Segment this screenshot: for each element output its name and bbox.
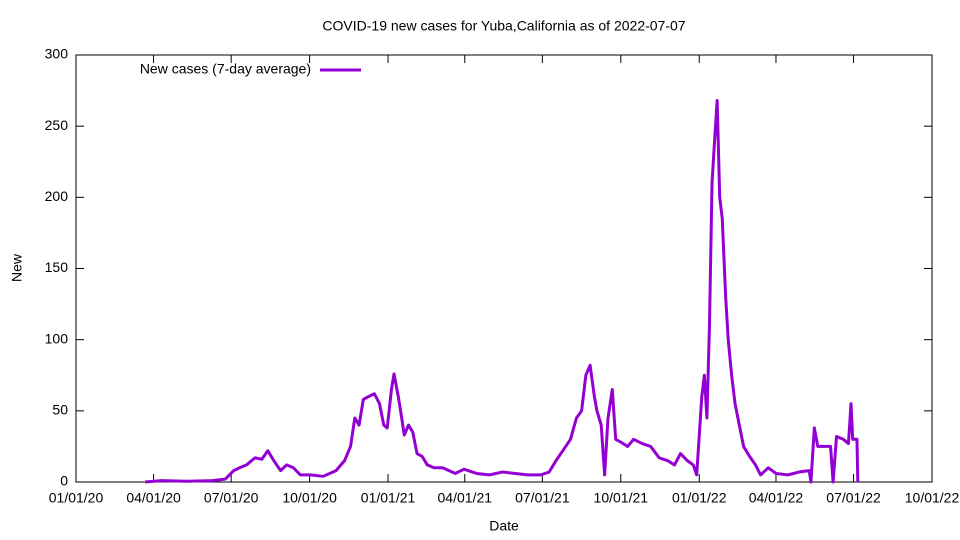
x-tick-label: 07/01/20 (204, 490, 259, 506)
x-tick-label: 01/01/22 (672, 490, 727, 506)
x-tick-label: 01/01/21 (361, 490, 416, 506)
y-tick-label: 50 (52, 402, 68, 418)
x-tick-label: 07/01/22 (826, 490, 881, 506)
x-tick-label: 04/01/20 (126, 490, 181, 506)
x-tick-label: 07/01/21 (515, 490, 570, 506)
chart-title: COVID-19 new cases for Yuba,California a… (322, 18, 685, 34)
x-tick-label: 10/01/22 (905, 490, 960, 506)
x-tick-label: 04/01/21 (438, 490, 493, 506)
x-tick-label: 04/01/22 (749, 490, 804, 506)
y-tick-label: 300 (45, 46, 69, 62)
y-tick-label: 200 (45, 188, 69, 204)
x-tick-label: 10/01/21 (594, 490, 649, 506)
line-series (144, 99, 860, 484)
x-axis-label: Date (489, 518, 519, 534)
y-axis-label: New (9, 253, 25, 282)
y-tick-label: 250 (45, 117, 69, 133)
legend-label: New cases (7-day average) (140, 61, 311, 77)
x-tick-label: 10/01/20 (282, 490, 337, 506)
plot-border (75, 54, 933, 483)
y-tick-label: 100 (45, 330, 69, 346)
y-tick-label: 0 (60, 473, 68, 489)
y-tick-label: 150 (45, 259, 69, 275)
x-tick-label: 01/01/20 (49, 490, 104, 506)
